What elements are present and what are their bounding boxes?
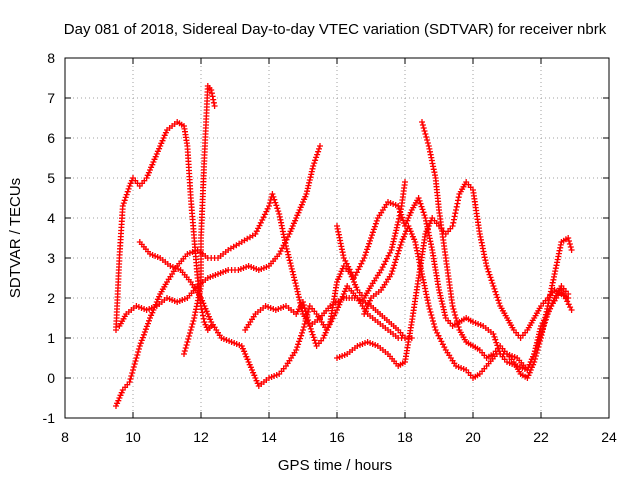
- series-track-2: [113, 191, 415, 409]
- series-track-1: [113, 119, 215, 333]
- y-tick-label: 1: [47, 330, 55, 346]
- series-track-3: [116, 143, 323, 329]
- y-tick-label: 7: [47, 90, 55, 106]
- y-tick-label: -1: [43, 410, 56, 426]
- data-point-marks: [116, 143, 323, 329]
- axis-ticks: [64, 57, 610, 419]
- y-tick-label: 3: [47, 250, 55, 266]
- y-tick-label: 4: [47, 210, 55, 226]
- y-tick-label: 5: [47, 170, 55, 186]
- data-point-marks: [242, 179, 408, 349]
- x-tick-label: 16: [329, 429, 345, 445]
- y-tick-labels: -1 0 1 2 3 4 5 6 7 8: [43, 50, 56, 426]
- x-tick-label: 8: [61, 429, 69, 445]
- data-point-marks: [361, 223, 575, 381]
- data-marks: [113, 83, 575, 409]
- data-point-marks: [113, 191, 415, 409]
- series-track-10: [361, 223, 575, 381]
- x-tick-label: 14: [261, 429, 277, 445]
- y-axis-label: SDTVAR / TECUs: [7, 178, 24, 298]
- x-tick-label: 10: [125, 429, 141, 445]
- grid: [65, 58, 609, 418]
- y-tick-label: 2: [47, 290, 55, 306]
- x-tick-label: 18: [397, 429, 413, 445]
- y-tick-label: 6: [47, 130, 55, 146]
- x-tick-label: 12: [193, 429, 209, 445]
- y-tick-label: 0: [47, 370, 55, 386]
- data-point-marks: [113, 119, 215, 333]
- x-tick-label: 22: [533, 429, 549, 445]
- x-tick-labels: 8 10 12 14 16 18 20 22 24: [61, 429, 617, 445]
- y-tick-label: 8: [47, 50, 55, 66]
- x-tick-label: 24: [601, 429, 617, 445]
- chart-title: Day 081 of 2018, Sidereal Day-to-day VTE…: [64, 21, 607, 38]
- x-tick-label: 20: [465, 429, 481, 445]
- data-point-marks: [181, 83, 218, 357]
- series-track-4: [181, 83, 218, 357]
- series-track-6: [242, 179, 408, 349]
- x-axis-label: GPS time / hours: [278, 457, 392, 474]
